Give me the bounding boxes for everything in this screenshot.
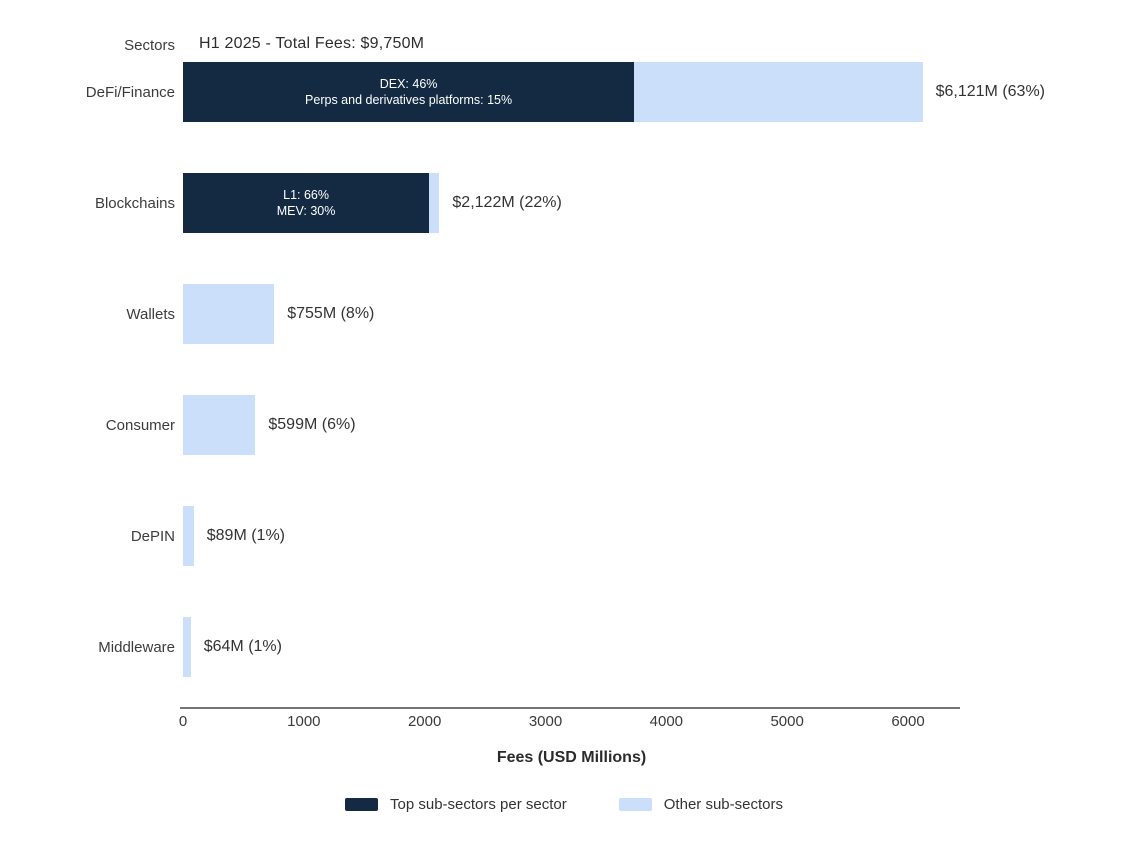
bar-segment-top-subsectors: [183, 173, 430, 233]
bar-inner-note-line: MEV: 30%: [276, 204, 336, 218]
legend: Top sub-sectors per sector Other sub-sec…: [0, 796, 1128, 813]
bar-row: Wallets $755M (8%): [0, 284, 1128, 344]
x-tick-label: 4000: [649, 713, 684, 730]
legend-label: Other sub-sectors: [663, 796, 783, 813]
bar-inner-note: L1: 66% MEV: 30%: [183, 173, 429, 233]
bar-inner-note-line: L1: 66%: [283, 188, 329, 202]
bar-segment-other-subsectors: [634, 62, 923, 122]
bar-row: DeFi/Finance DEX: 46% Perps and derivative…: [0, 62, 1128, 122]
category-label: Blockchains: [94, 194, 175, 212]
x-tick-label: 3000: [528, 713, 563, 730]
y-axis-header: Sectors: [124, 37, 175, 54]
bar-segment-other-subsectors: [429, 173, 440, 233]
bar-value-label: $599M (6%): [268, 416, 356, 433]
x-tick-label: 0: [178, 713, 188, 730]
legend-swatch-other-subsectors: [618, 798, 652, 811]
bar-segment-other-subsectors: [183, 506, 194, 566]
legend-label: Top sub-sectors per sector: [390, 796, 567, 813]
x-tick-label: 5000: [770, 713, 804, 730]
bar-segment-other-subsectors: [183, 395, 256, 455]
category-label: Middleware: [98, 638, 175, 656]
bar-row: DePIN $89M (1%): [0, 506, 1128, 566]
bar-inner-note-line: Perps and derivatives platforms: 15%: [305, 93, 513, 107]
x-axis-title: Fees (USD Millions): [496, 749, 647, 766]
legend-swatch-top-subsectors: [345, 798, 379, 811]
bar-value-label: $2,122M (22%): [452, 194, 562, 211]
category-label: DePIN: [130, 527, 175, 545]
bar-value-label: $89M (1%): [206, 527, 285, 544]
bar-row: Blockchains L1: 66% MEV: 30% $2,122M (22%): [0, 173, 1128, 233]
legend-item-other-subsectors: Other sub-sectors: [618, 796, 783, 813]
bar-segment-top-subsectors: [183, 62, 635, 122]
chart-title: H1 2025 - Total Fees: $9,750M: [199, 35, 425, 52]
category-label: Wallets: [126, 305, 175, 323]
bar-inner-note-line: DEX: 46%: [379, 77, 438, 91]
bar-segment-other-subsectors: [183, 617, 191, 677]
category-label: Consumer: [105, 416, 175, 434]
x-axis-line: [180, 707, 960, 709]
bar-segment-other-subsectors: [183, 284, 275, 344]
bar-row: Consumer $599M (6%): [0, 395, 1128, 455]
bar-value-label: $64M (1%): [203, 638, 282, 655]
category-label: DeFi/Finance: [85, 83, 175, 101]
x-tick-label: 1000: [287, 713, 321, 730]
bar-inner-note: DEX: 46% Perps and derivatives platforms:…: [183, 62, 634, 122]
bar-value-label: $755M (8%): [287, 305, 375, 322]
bar-value-label: $6,121M (63%): [935, 83, 1045, 100]
x-tick-label: 2000: [407, 713, 442, 730]
bar-row: Middleware $64M (1%): [0, 617, 1128, 677]
legend-item-top-subsectors: Top sub-sectors per sector: [345, 796, 567, 813]
x-tick-label: 6000: [891, 713, 925, 730]
